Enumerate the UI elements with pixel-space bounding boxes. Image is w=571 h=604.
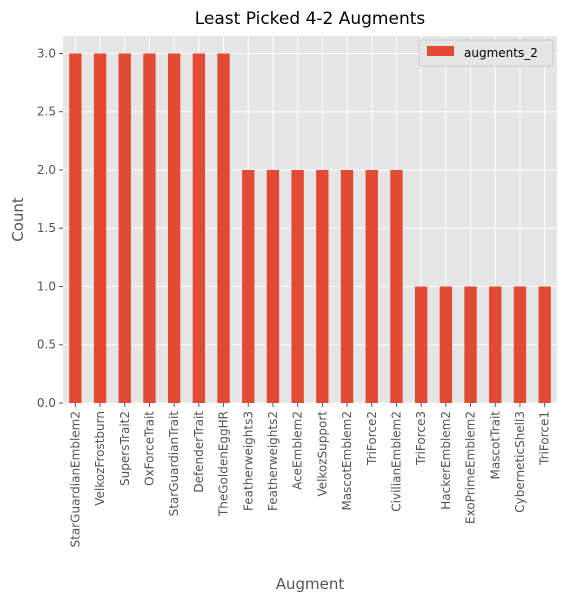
bar — [143, 53, 156, 403]
x-tick-label: StarGuardianTrait — [167, 411, 181, 517]
y-tick-label: 1.0 — [37, 279, 56, 293]
legend-swatch — [427, 46, 454, 56]
bar — [538, 286, 551, 403]
bar — [439, 286, 453, 403]
x-tick-label: TriForce1 — [538, 411, 552, 466]
y-axis-label: Count — [9, 197, 27, 242]
bar — [118, 53, 131, 403]
bar — [93, 53, 107, 403]
x-tick-label: OxForceTrait — [142, 411, 156, 486]
x-axis-label: Augment — [276, 575, 345, 593]
bar — [192, 53, 206, 403]
x-tick-label: CivilianEmblem2 — [389, 411, 403, 512]
x-tick-label: MascotTrait — [488, 411, 502, 480]
x-tick-label: TriForce2 — [365, 411, 379, 466]
bar — [167, 53, 181, 403]
x-tick-label: SupersTrait2 — [118, 411, 132, 486]
x-tick-label: VelkozSupport — [315, 411, 329, 497]
x-axis-ticks: StarGuardianEmblem2 VelkozFrostburn Supers… — [68, 403, 552, 547]
plot-background — [63, 36, 557, 403]
y-tick-label: 0.5 — [37, 338, 56, 352]
x-tick-label: Featherweights3 — [241, 411, 255, 511]
y-tick-label: 3.0 — [37, 46, 56, 60]
y-tick-label: 1.5 — [37, 221, 56, 235]
bar — [217, 53, 230, 403]
x-tick-label: DefenderTrait — [192, 411, 206, 493]
bar — [69, 53, 82, 403]
bar — [414, 286, 428, 403]
y-axis-ticks: 0.0 0.5 1.0 1.5 2.0 2.5 3.0 — [37, 46, 63, 410]
bar — [513, 286, 527, 403]
bar — [291, 169, 304, 403]
x-tick-label: StarGuardianEmblem2 — [68, 411, 82, 547]
bar — [489, 286, 502, 403]
x-tick-label: HackerEmblem2 — [439, 411, 453, 510]
x-tick-label: ExoPrimeEmblem2 — [464, 411, 478, 524]
bars — [69, 53, 551, 403]
bar — [316, 169, 329, 403]
bar — [266, 169, 280, 403]
x-tick-label: TheGoldenEggHR — [217, 411, 231, 517]
bar — [390, 169, 403, 403]
y-tick-label: 2.0 — [37, 163, 56, 177]
x-tick-label: CyberneticShell3 — [513, 411, 527, 513]
x-tick-label: Featherweights2 — [266, 411, 280, 511]
chart-title: Least Picked 4-2 Augments — [195, 9, 426, 29]
bar — [242, 169, 255, 403]
bar — [365, 169, 378, 403]
x-tick-label: MascotEmblem2 — [340, 411, 354, 511]
legend: augments_2 — [418, 39, 554, 67]
bar — [340, 169, 354, 403]
x-tick-label: TriForce3 — [414, 411, 428, 466]
y-tick-label: 2.5 — [37, 105, 56, 119]
bar — [464, 286, 477, 403]
x-tick-label: AceEmblem2 — [291, 411, 305, 490]
x-tick-label: VelkozFrostburn — [93, 411, 107, 506]
legend-label: augments_2 — [464, 46, 538, 60]
y-tick-label: 0.0 — [37, 396, 56, 410]
